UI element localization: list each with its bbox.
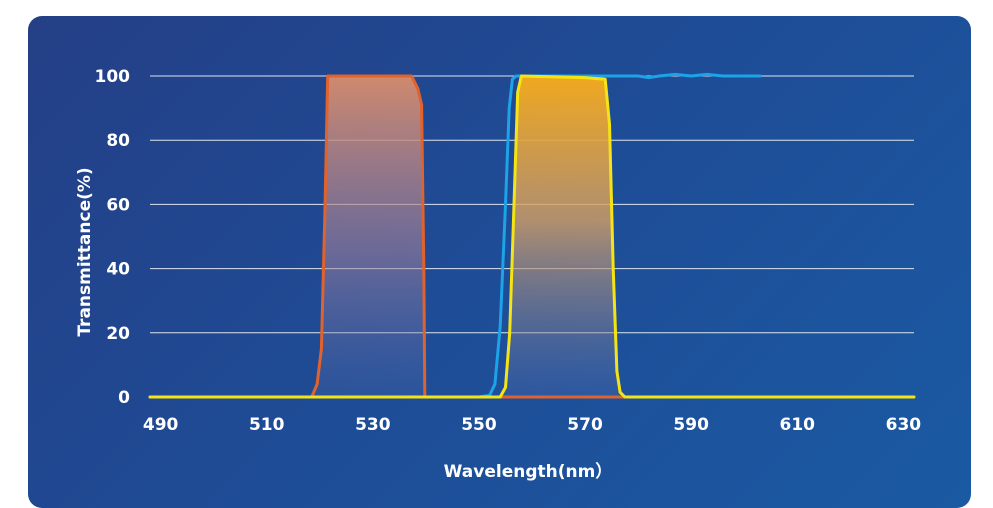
chart-card: 0 20 40 60 80 100 490 510 530 550 570 590 610 630 Wav… bbox=[28, 16, 971, 508]
x-tick-label: 630 bbox=[886, 415, 922, 435]
x-tick-label: 550 bbox=[461, 415, 497, 435]
y-tick-label: 40 bbox=[106, 260, 130, 280]
fill-layer bbox=[150, 76, 914, 397]
x-tick-label: 590 bbox=[673, 415, 709, 435]
y-axis-title: Transmittance(%) bbox=[75, 167, 95, 336]
x-tick-label: 570 bbox=[567, 415, 603, 435]
transmittance-chart: 0 20 40 60 80 100 490 510 530 550 570 590 610 630 Wav… bbox=[75, 67, 922, 482]
series-3-line bbox=[148, 74, 916, 399]
series-2-line bbox=[148, 74, 916, 399]
series-1-line bbox=[148, 72, 762, 399]
y-tick-label: 20 bbox=[106, 324, 130, 344]
y-tick-label: 0 bbox=[118, 388, 130, 408]
y-tick-label: 100 bbox=[95, 67, 131, 87]
series-2-fill bbox=[150, 76, 914, 397]
x-tick-label: 530 bbox=[355, 415, 391, 435]
y-tick-label: 80 bbox=[106, 131, 130, 151]
line-layer bbox=[148, 72, 916, 399]
x-tick-label: 490 bbox=[143, 415, 179, 435]
series-3-fill bbox=[150, 76, 914, 397]
y-tick-label: 60 bbox=[106, 195, 130, 215]
x-tick-label: 610 bbox=[780, 415, 816, 435]
x-tick-label: 510 bbox=[249, 415, 285, 435]
tick-layer: 0 20 40 60 80 100 490 510 530 550 570 590 610 630 bbox=[95, 67, 922, 435]
x-axis-title: Wavelength(nm） bbox=[444, 461, 613, 482]
